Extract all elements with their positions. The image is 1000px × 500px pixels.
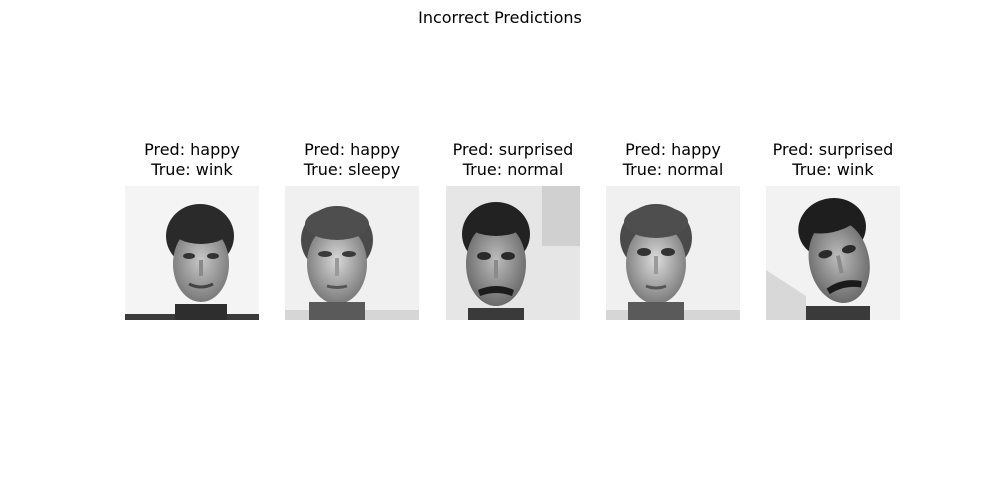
pred-label: Pred: happy xyxy=(144,140,240,159)
pred-label: Pred: surprised xyxy=(452,140,574,159)
prediction-panel-2: Pred: happy True: sleepy xyxy=(272,140,432,320)
figure-title: Incorrect Predictions xyxy=(418,8,582,27)
face-image xyxy=(285,186,419,320)
prediction-panel-5: Pred: surprised True: wink xyxy=(753,140,913,320)
pred-label: Pred: surprised xyxy=(772,140,894,159)
face-image xyxy=(606,186,740,320)
pred-label: Pred: happy xyxy=(625,140,721,159)
true-label: True: wink xyxy=(151,160,233,179)
true-label: True: sleepy xyxy=(303,160,401,179)
prediction-panel-4: Pred: happy True: normal xyxy=(593,140,753,320)
prediction-panel-1: Pred: happy True: wink xyxy=(112,140,272,320)
true-label: True: normal xyxy=(462,160,564,179)
prediction-panel-3: Pred: surprised True: normal xyxy=(433,140,593,320)
face-image xyxy=(446,186,580,320)
true-label: True: wink xyxy=(792,160,874,179)
face-image xyxy=(125,186,259,320)
true-label: True: normal xyxy=(622,160,724,179)
pred-label: Pred: happy xyxy=(304,140,400,159)
face-image xyxy=(766,186,900,320)
